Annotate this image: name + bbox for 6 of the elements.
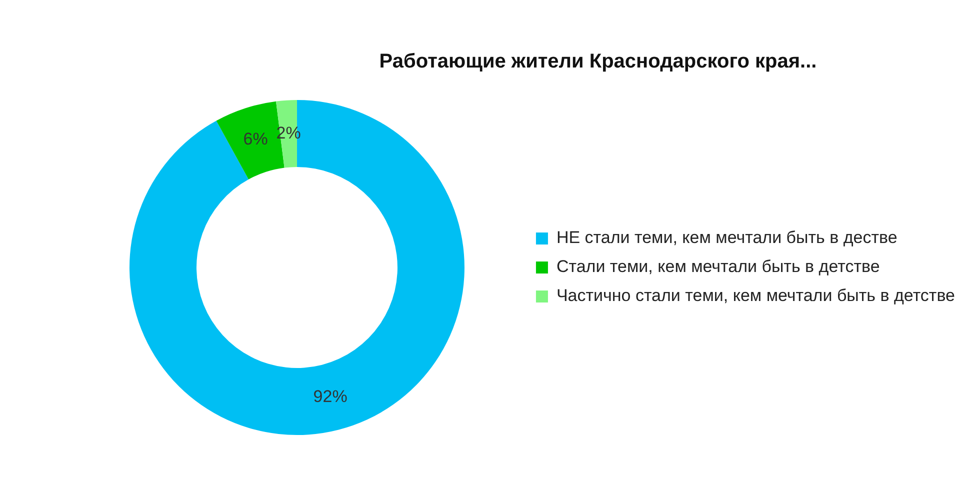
data-label: 92% <box>313 386 348 406</box>
legend-label: Частично стали теми, кем мечтали быть в детстве <box>556 286 956 306</box>
legend-label: Стали теми, кем мечтали быть в детстве <box>556 257 880 276</box>
data-label: 6% <box>243 130 268 149</box>
chart-title: Работающие жители Краснодарского края... <box>379 50 817 73</box>
legend-label: НЕ стали теми, кем мечтали быть в дестве <box>556 228 898 248</box>
